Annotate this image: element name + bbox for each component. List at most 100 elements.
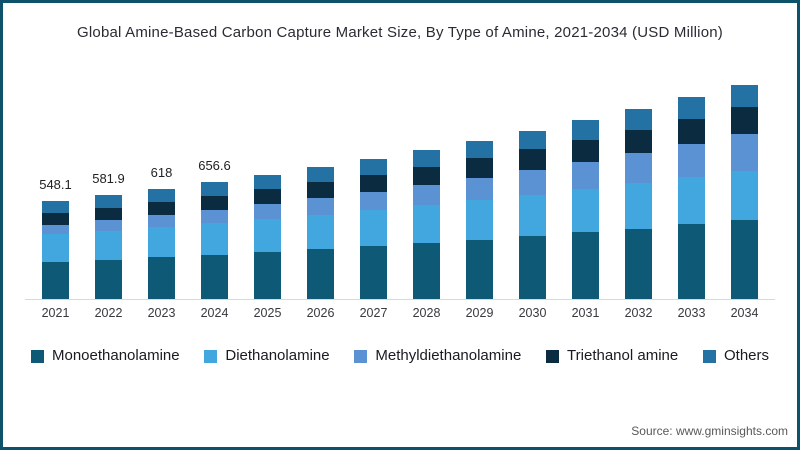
x-axis-label-2034: 2034: [730, 306, 759, 320]
bar-column-2034: [718, 61, 771, 299]
segment-monoethanolamine: [42, 261, 69, 299]
source-credit: Source: www.gminsights.com: [631, 424, 788, 438]
bar-total-label: 656.6: [198, 157, 231, 173]
segment-others: [307, 166, 334, 183]
segment-diethanolamine: [519, 194, 546, 237]
x-axis-label-2022: 2022: [94, 306, 123, 320]
segment-triethanol-amine: [466, 158, 493, 178]
segment-others: [95, 195, 122, 209]
chart-title: Global Amine-Based Carbon Capture Market…: [77, 24, 723, 41]
bar-column-2021: 548.1: [29, 177, 82, 299]
x-axis-label-2033: 2033: [677, 306, 706, 320]
x-axis-label-2025: 2025: [253, 306, 282, 320]
bar-total-label: 548.1: [39, 177, 72, 193]
stacked-bar-2023: [148, 188, 175, 299]
segment-triethanol-amine: [678, 118, 705, 144]
segment-others: [148, 188, 175, 203]
segment-diethanolamine: [254, 219, 281, 253]
segment-others: [678, 97, 705, 119]
x-axis-label-2031: 2031: [571, 306, 600, 320]
bar-column-2032: [612, 85, 665, 299]
segment-monoethanolamine: [678, 224, 705, 299]
segment-methyldiethanolamine: [519, 169, 546, 195]
segment-triethanol-amine: [731, 107, 758, 135]
segment-others: [625, 109, 652, 130]
segment-diethanolamine: [360, 210, 387, 247]
segment-methyldiethanolamine: [625, 153, 652, 184]
segment-methyldiethanolamine: [678, 143, 705, 178]
x-axis-label-2028: 2028: [412, 306, 441, 320]
segment-monoethanolamine: [519, 236, 546, 299]
segment-methyldiethanolamine: [466, 177, 493, 201]
x-axis-labels: 2021 2022 2023 2024 2025 2026 2027 2028 2029 2030…: [25, 300, 775, 320]
segment-triethanol-amine: [148, 202, 175, 215]
stacked-bar-2025: [254, 174, 281, 299]
bar-column-2024: 656.6: [188, 158, 241, 299]
segment-monoethanolamine: [572, 232, 599, 299]
segment-triethanol-amine: [572, 139, 599, 162]
legend-item-monoethanolamine: Monoethanolamine: [31, 347, 180, 364]
segment-triethanol-amine: [307, 182, 334, 199]
segment-triethanol-amine: [519, 149, 546, 170]
segment-methyldiethanolamine: [42, 224, 69, 235]
segment-others: [42, 201, 69, 214]
segment-monoethanolamine: [625, 228, 652, 299]
segment-others: [731, 84, 758, 108]
segment-methyldiethanolamine: [95, 220, 122, 231]
x-axis-label-2024: 2024: [200, 306, 229, 320]
stacked-bar-2034: [731, 84, 758, 299]
segment-others: [201, 181, 228, 196]
bar-column-2027: [347, 135, 400, 299]
stacked-bar-2032: [625, 109, 652, 299]
segment-others: [519, 130, 546, 150]
stacked-bar-2033: [678, 97, 705, 299]
segment-monoethanolamine: [95, 259, 122, 299]
x-axis-label-2029: 2029: [465, 306, 494, 320]
segment-monoethanolamine: [307, 249, 334, 299]
segment-diethanolamine: [95, 230, 122, 260]
x-axis-label-2032: 2032: [624, 306, 653, 320]
plot-area: 548.1 581.9 618 656.6 2021 2022 2023 2024 2025 2…: [25, 41, 775, 320]
segment-diethanolamine: [625, 183, 652, 229]
stacked-bar-2024: [201, 181, 228, 299]
legend-label: Triethanol amine: [567, 347, 679, 364]
legend-item-triethanol-amine: Triethanol amine: [546, 347, 678, 364]
bar-column-2023: 618: [135, 165, 188, 299]
stacked-bar-2026: [307, 166, 334, 299]
legend-swatch-icon: [354, 349, 368, 363]
legend-label: Monoethanolamine: [52, 347, 180, 364]
segment-methyldiethanolamine: [731, 134, 758, 171]
segment-others: [466, 140, 493, 159]
segment-diethanolamine: [201, 223, 228, 255]
bar-column-2025: [241, 151, 294, 299]
segment-diethanolamine: [413, 205, 440, 244]
legend-item-methyldiethanolamine: Methyldiethanolamine: [354, 347, 521, 364]
bars-area: 548.1 581.9 618 656.6: [25, 41, 775, 299]
bar-total-label: 581.9: [92, 171, 125, 187]
stacked-bar-2027: [360, 158, 387, 299]
bar-column-2029: [453, 117, 506, 299]
segment-methyldiethanolamine: [413, 184, 440, 206]
segment-monoethanolamine: [466, 239, 493, 299]
stacked-bar-2029: [466, 140, 493, 299]
segment-triethanol-amine: [201, 195, 228, 210]
segment-methyldiethanolamine: [360, 191, 387, 211]
segment-others: [254, 174, 281, 190]
bar-total-label: 618: [150, 164, 173, 180]
segment-monoethanolamine: [413, 243, 440, 299]
legend-item-diethanolamine: Diethanolamine: [204, 347, 330, 364]
bar-column-2022: 581.9: [82, 171, 135, 299]
legend-label: Others: [723, 347, 769, 364]
segment-monoethanolamine: [731, 219, 758, 299]
segment-monoethanolamine: [254, 252, 281, 299]
segment-monoethanolamine: [148, 257, 175, 299]
x-axis-label-2026: 2026: [306, 306, 335, 320]
x-axis-label-2027: 2027: [359, 306, 388, 320]
bar-column-2033: [665, 73, 718, 299]
bar-column-2030: [506, 107, 559, 299]
x-axis-label-2023: 2023: [147, 306, 176, 320]
segment-diethanolamine: [307, 214, 334, 250]
segment-triethanol-amine: [254, 189, 281, 205]
legend-swatch-icon: [702, 349, 716, 363]
